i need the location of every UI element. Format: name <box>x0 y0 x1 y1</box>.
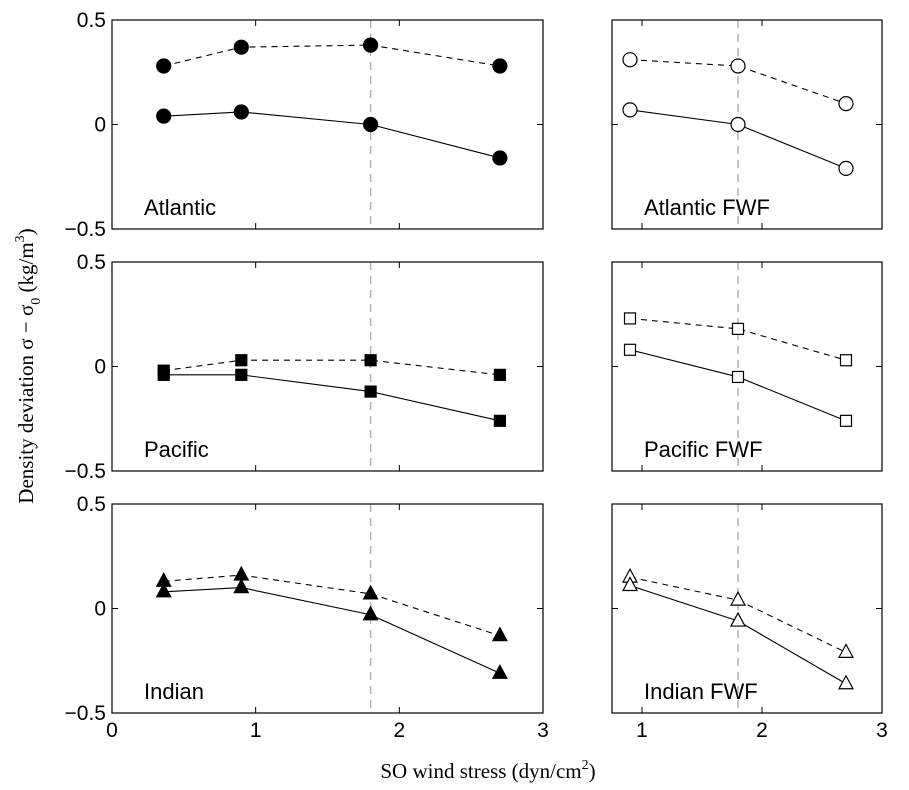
data-point <box>729 590 747 606</box>
data-point <box>837 674 855 690</box>
panel-label: Pacific <box>144 437 209 462</box>
data-point <box>621 576 639 592</box>
panel-pacific-fwf: Pacific FWF <box>611 261 883 472</box>
data-point <box>837 643 855 658</box>
data-point <box>838 95 854 112</box>
y-tick-label: 0 <box>94 598 106 621</box>
panel-label: Atlantic FWF <box>644 195 770 220</box>
y-tick-label: −0.5 <box>65 702 106 725</box>
series-line-solid <box>163 587 501 674</box>
data-point <box>362 584 379 600</box>
data-point <box>491 664 508 679</box>
y-tick-label: 0.5 <box>77 9 106 32</box>
data-point <box>235 368 248 381</box>
x-tick-label: 2 <box>756 719 768 742</box>
data-point <box>156 108 172 124</box>
data-point <box>839 354 853 367</box>
data-point <box>233 565 250 581</box>
panel-label: Pacific FWF <box>644 437 763 462</box>
series-line-solid <box>163 111 501 159</box>
series-line-dashed <box>163 359 500 376</box>
panel-atlantic-fwf: Atlantic FWF <box>611 19 883 230</box>
y-tick-label: 0.5 <box>77 251 106 274</box>
data-point <box>730 116 746 133</box>
data-point <box>731 370 745 384</box>
data-point <box>155 582 172 598</box>
data-point <box>233 39 249 55</box>
x-tick-label: 3 <box>537 719 549 742</box>
data-point <box>839 414 853 427</box>
data-point <box>235 354 248 367</box>
series-line-dashed <box>629 317 847 361</box>
panel-label: Indian FWF <box>644 679 758 704</box>
data-point <box>363 37 379 53</box>
y-tick-label: 0 <box>94 114 106 137</box>
data-point <box>492 58 508 74</box>
y-tick-label: −0.5 <box>65 218 106 241</box>
data-point <box>364 385 377 398</box>
y-tick-label: 0 <box>94 356 106 379</box>
data-point <box>622 102 638 118</box>
panel-indian-fwf: 1 2 3 Indian FWF <box>611 503 888 742</box>
x-tick-label: 1 <box>250 719 262 742</box>
data-point <box>493 368 506 381</box>
data-point <box>363 116 379 133</box>
data-point <box>623 312 637 325</box>
x-tick-label: 0 <box>106 719 118 742</box>
data-point <box>364 354 377 367</box>
data-point <box>730 58 746 74</box>
series-line-solid <box>163 374 501 422</box>
data-point <box>157 368 170 381</box>
data-point <box>838 160 854 176</box>
data-point <box>731 322 745 335</box>
x-tick-label: 2 <box>393 719 405 742</box>
data-point <box>729 611 747 627</box>
x-tick-label: 1 <box>636 719 648 742</box>
data-point <box>622 52 638 68</box>
series-line-dashed <box>163 44 500 67</box>
x-axis-label: SO wind stress (dyn/cm2) <box>380 758 595 783</box>
data-point <box>492 150 508 166</box>
x-tick-label: 3 <box>876 719 888 742</box>
data-point <box>233 578 250 594</box>
panel-label: Atlantic <box>144 195 216 220</box>
data-point <box>623 343 637 356</box>
data-point <box>491 626 508 642</box>
data-point <box>156 58 172 74</box>
data-point <box>233 104 249 120</box>
panel-pacific: 0.5 0 −0.5 Pacific <box>65 251 544 483</box>
y-axis-label: Density deviation σ − σ0 (kg/m3) <box>13 228 44 503</box>
panel-label: Indian <box>144 679 204 704</box>
data-point <box>493 414 506 427</box>
data-point <box>362 605 379 621</box>
y-tick-label: −0.5 <box>65 460 106 483</box>
panel-atlantic: 0.5 0 −0.5 Atlantic <box>65 9 544 241</box>
y-tick-label: 0.5 <box>77 493 106 516</box>
series-line-dashed <box>163 574 501 637</box>
series-line-dashed <box>629 59 847 105</box>
